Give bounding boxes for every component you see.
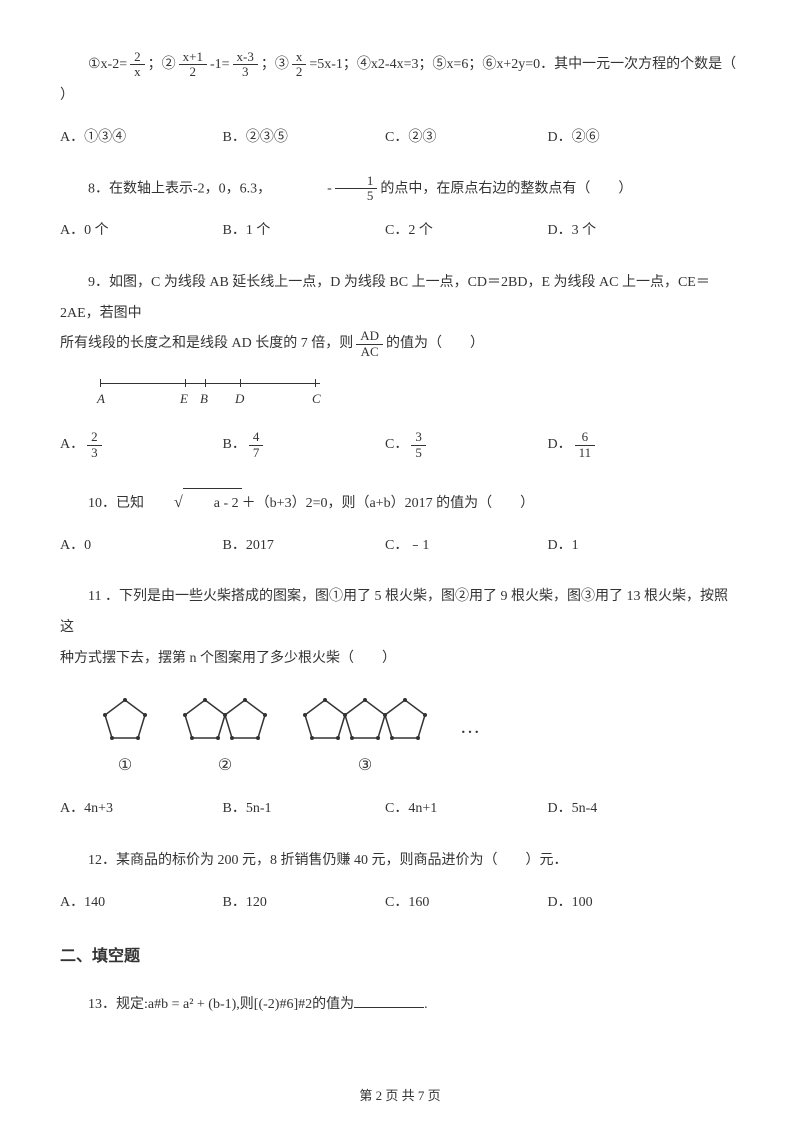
q10-text: 10．已知 a - 2＋（b+3）2=0，则（a+b）2017 的值为（ ） bbox=[60, 485, 740, 520]
pentagon-3: ③ bbox=[300, 695, 430, 779]
q11-text2: 种方式摆下去，摆第 n 个图案用了多少根火柴（ ） bbox=[60, 644, 740, 675]
q8-optD: D．3 个 bbox=[548, 220, 711, 242]
q10-t1: 10．已知 bbox=[88, 496, 144, 511]
q7-options: A．①③④ B．②③⑤ C．②③ D．②⑥ bbox=[60, 127, 740, 149]
q7-closing: ） bbox=[60, 81, 740, 112]
q13-t4: . bbox=[424, 997, 428, 1012]
pentagon-2: ② bbox=[180, 695, 270, 779]
question-13: 13．规定:a#b = a² + (b-1),则[(-2)#6]#2的值为. bbox=[60, 990, 740, 1021]
q7-frac3: x-33 bbox=[233, 50, 258, 80]
penta-label-1: ① bbox=[100, 753, 150, 779]
q7-optA: A．①③④ bbox=[60, 127, 223, 149]
q8-t4: 的点中，在原点右边的整数点有（ ） bbox=[380, 182, 632, 197]
question-8: 8．在数轴上表示-2，0，6.3，-15的点中，在原点右边的整数点有（ ） A．… bbox=[60, 174, 740, 243]
pentagon-1: ① bbox=[100, 695, 150, 779]
label-b: B bbox=[200, 389, 208, 410]
q13-t2: ,则 bbox=[236, 997, 254, 1012]
q12-optA: A．140 bbox=[60, 892, 223, 914]
q10-sqrt: a - 2 bbox=[183, 488, 242, 520]
q10-optA: A．0 bbox=[60, 535, 223, 557]
q11-optB: B．5n-1 bbox=[223, 798, 386, 820]
line-segment-diagram: A E B D C bbox=[100, 375, 320, 405]
q9-optA: A．23 bbox=[60, 430, 223, 460]
penta-label-2: ② bbox=[180, 753, 270, 779]
label-c: C bbox=[312, 389, 321, 410]
q8-options: A．0 个 B．1 个 C．2 个 D．3 个 bbox=[60, 220, 740, 242]
q8-v2: 6.3 bbox=[240, 182, 258, 197]
pentagon-diagram: ① ② ③ … bbox=[100, 695, 740, 779]
q8-t1: 8．在数轴上表示 bbox=[88, 182, 193, 197]
q12-optD: D．100 bbox=[548, 892, 711, 914]
q8-v1: -2 bbox=[193, 182, 205, 197]
q9-t2: 所有线段的长度之和是线段 AD 长度的 7 倍，则 bbox=[60, 336, 353, 351]
q13-t3: 的值为 bbox=[312, 997, 354, 1012]
q13-expr: [(-2)#6]#2 bbox=[254, 997, 312, 1012]
q7-text: ①x-2=2x；②x+12-1=x-33；③x2=5x-1；④x2-4x=3；⑤… bbox=[60, 50, 740, 112]
q10-optD: D．1 bbox=[548, 535, 711, 557]
label-a: A bbox=[97, 389, 105, 410]
q11-text1: 11 ．下列是由一些火柴搭成的图案，图①用了 5 根火柴，图②用了 9 根火柴，… bbox=[60, 582, 740, 644]
question-11: 11 ．下列是由一些火柴搭成的图案，图①用了 5 根火柴，图②用了 9 根火柴，… bbox=[60, 582, 740, 820]
q10-optC: C．﹣1 bbox=[385, 535, 548, 557]
q9-text2: 所有线段的长度之和是线段 AD 长度的 7 倍，则ADAC的值为（ ） bbox=[60, 329, 740, 360]
q12-options: A．140 B．120 C．160 D．100 bbox=[60, 892, 740, 914]
q10-options: A．0 B．2017 C．﹣1 D．1 bbox=[60, 535, 740, 557]
q9-t3: 的值为（ ） bbox=[386, 336, 484, 351]
q9-options: A．23 B．47 C．35 D．611 bbox=[60, 430, 740, 460]
tick-c bbox=[315, 379, 316, 387]
q7-frac2: x+12 bbox=[179, 50, 207, 80]
tick-b bbox=[205, 379, 206, 387]
penta-label-3: ③ bbox=[300, 753, 430, 779]
blank-fill bbox=[354, 994, 424, 1008]
page-footer: 第 2 页 共 7 页 bbox=[0, 1086, 800, 1107]
q9-optB: B．47 bbox=[223, 430, 386, 460]
label-e: E bbox=[180, 389, 188, 410]
q7-eq4: ；③ bbox=[261, 57, 289, 72]
q12-optC: C．160 bbox=[385, 892, 548, 914]
q8-t3: ， bbox=[257, 182, 271, 197]
q13-formula: a#b = a² + (b-1) bbox=[148, 997, 236, 1012]
question-10: 10．已知 a - 2＋（b+3）2=0，则（a+b）2017 的值为（ ） A．… bbox=[60, 485, 740, 558]
q7-frac4: x2 bbox=[292, 50, 307, 80]
segment-line bbox=[100, 383, 320, 384]
q12-optB: B．120 bbox=[223, 892, 386, 914]
q9-text1: 9．如图，C 为线段 AB 延长线上一点，D 为线段 BC 上一点，CD＝2BD… bbox=[60, 268, 740, 330]
sqrt-icon bbox=[144, 485, 183, 520]
q7-optB: B．②③⑤ bbox=[223, 127, 386, 149]
tick-e bbox=[185, 379, 186, 387]
label-d: D bbox=[235, 389, 244, 410]
q11-optD: D．5n-4 bbox=[548, 798, 711, 820]
section-2-title: 二、填空题 bbox=[60, 944, 740, 970]
q7-optC: C．②③ bbox=[385, 127, 548, 149]
q13-text: 13．规定:a#b = a² + (b-1),则[(-2)#6]#2的值为. bbox=[60, 990, 740, 1021]
q7-eq5: =5x-1；④x2-4x=3；⑤x=6；⑥x+2y=0．其中一元一次方程的个数是… bbox=[309, 57, 736, 72]
q10-optB: B．2017 bbox=[223, 535, 386, 557]
q11-optA: A．4n+3 bbox=[60, 798, 223, 820]
question-7: ①x-2=2x；②x+12-1=x-33；③x2=5x-1；④x2-4x=3；⑤… bbox=[60, 50, 740, 149]
q12-text: 12．某商品的标价为 200 元，8 折销售仍赚 40 元，则商品进价为（ ）元… bbox=[60, 846, 740, 877]
q13-t1: 13．规定: bbox=[88, 997, 148, 1012]
q8-optA: A．0 个 bbox=[60, 220, 223, 242]
q9-frac: ADAC bbox=[356, 329, 383, 359]
q8-frac: 15 bbox=[335, 174, 378, 204]
tick-d bbox=[240, 379, 241, 387]
q11-optC: C．4n+1 bbox=[385, 798, 548, 820]
q10-t2: ＋（b+3）2=0，则（a+b）2017 的值为（ ） bbox=[242, 496, 534, 511]
q8-optC: C．2 个 bbox=[385, 220, 548, 242]
question-12: 12．某商品的标价为 200 元，8 折销售仍赚 40 元，则商品进价为（ ）元… bbox=[60, 846, 740, 914]
q9-optC: C．35 bbox=[385, 430, 548, 460]
dots: … bbox=[460, 711, 480, 763]
question-9: 9．如图，C 为线段 AB 延长线上一点，D 为线段 BC 上一点，CD＝2BD… bbox=[60, 268, 740, 460]
tick-a bbox=[100, 379, 101, 387]
q9-optD: D．611 bbox=[548, 430, 711, 460]
q8-optB: B．1 个 bbox=[223, 220, 386, 242]
q7-eq1: ①x-2= bbox=[88, 57, 127, 72]
q7-optD: D．②⑥ bbox=[548, 127, 711, 149]
q8-text: 8．在数轴上表示-2，0，6.3，-15的点中，在原点右边的整数点有（ ） bbox=[60, 174, 740, 205]
q7-frac1: 2x bbox=[130, 50, 145, 80]
q8-t2: ，0， bbox=[205, 182, 240, 197]
q11-options: A．4n+3 B．5n-1 C．4n+1 D．5n-4 bbox=[60, 798, 740, 820]
q7-eq3: -1= bbox=[210, 57, 230, 72]
q7-eq2: ；② bbox=[148, 57, 176, 72]
